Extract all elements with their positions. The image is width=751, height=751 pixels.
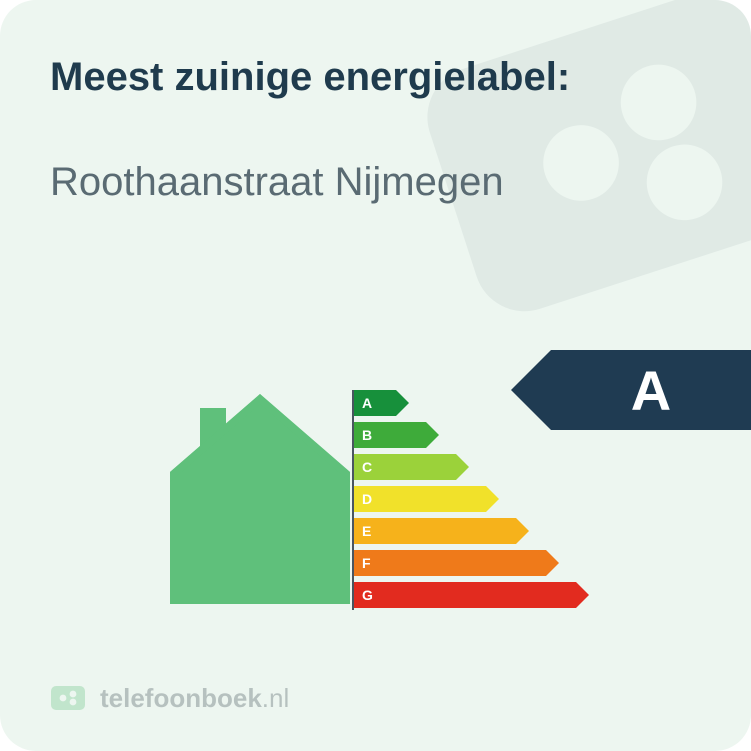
footer-book-icon: [50, 680, 86, 716]
page-title: Meest zuinige energielabel:: [50, 55, 570, 100]
energy-bar-label: G: [362, 582, 373, 608]
energy-bar-arrow: [576, 582, 589, 608]
house-icon: [170, 384, 350, 604]
energy-bar-b: B: [354, 422, 674, 448]
energy-bar-arrow: [426, 422, 439, 448]
energy-bar-body: [354, 582, 576, 608]
address-line: Roothaanstraat Nijmegen: [50, 160, 504, 205]
energy-bar-body: [354, 518, 516, 544]
energy-bar-arrow: [516, 518, 529, 544]
energy-bar-label: E: [362, 518, 371, 544]
energy-bar-a: A: [354, 390, 674, 416]
energy-bar-arrow: [546, 550, 559, 576]
energy-bar-body: [354, 390, 396, 416]
energy-bar-body: [354, 486, 486, 512]
energy-bar-label: B: [362, 422, 372, 448]
energy-bar-f: F: [354, 550, 674, 576]
energy-bars: ABCDEFG: [354, 390, 674, 610]
energy-bar-label: C: [362, 454, 372, 480]
footer: telefoonboek.nl: [50, 680, 289, 716]
energy-bar-c: C: [354, 454, 674, 480]
energy-bar-label: A: [362, 390, 372, 416]
energy-label-card: Meest zuinige energielabel: Roothaanstra…: [0, 0, 751, 751]
energy-bar-g: G: [354, 582, 674, 608]
energy-bar-body: [354, 550, 546, 576]
energy-bar-arrow: [396, 390, 409, 416]
footer-brand: telefoonboek.nl: [100, 683, 289, 714]
energy-bar-e: E: [354, 518, 674, 544]
energy-chart: ABCDEFG: [170, 370, 730, 630]
energy-bar-label: F: [362, 550, 371, 576]
energy-bar-label: D: [362, 486, 372, 512]
energy-bar-arrow: [456, 454, 469, 480]
footer-brand-bold: telefoonboek: [100, 683, 262, 713]
energy-bar-arrow: [486, 486, 499, 512]
footer-brand-light: .nl: [262, 683, 289, 713]
energy-bar-d: D: [354, 486, 674, 512]
